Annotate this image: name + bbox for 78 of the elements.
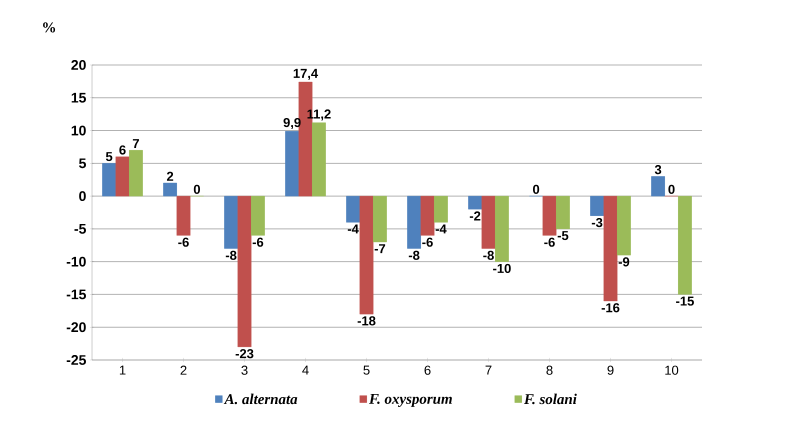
data-label: -16	[602, 303, 620, 312]
bar	[346, 196, 360, 223]
data-label: -4	[348, 224, 359, 234]
bar	[373, 196, 387, 242]
x-tick-label: 7	[486, 366, 492, 375]
data-label: -18	[358, 316, 376, 326]
y-tick-label: -10	[66, 256, 86, 267]
y-tick-label: 15	[72, 92, 86, 103]
x-tick-label: 1	[120, 366, 126, 375]
bar	[360, 196, 374, 314]
data-label: -5	[558, 231, 568, 240]
bar	[407, 196, 421, 249]
bar	[651, 176, 665, 196]
data-label: -4	[436, 224, 447, 234]
data-label: -23	[236, 349, 254, 358]
data-label: -8	[408, 250, 420, 260]
y-tick-label: -15	[66, 290, 86, 300]
bar	[617, 196, 631, 256]
data-label: 5	[106, 152, 112, 162]
data-label: -8	[483, 250, 494, 260]
data-label: -6	[252, 238, 264, 247]
x-tick-label: 6	[424, 366, 431, 375]
bar	[224, 196, 238, 249]
y-tick-label: 10	[72, 126, 86, 136]
data-label: -7	[374, 244, 386, 254]
bar	[590, 196, 604, 216]
y-tick-label: -5	[74, 224, 86, 234]
y-tick-label: 0	[79, 191, 86, 202]
bar	[482, 196, 496, 249]
x-tick-label: 9	[608, 366, 614, 375]
bar	[495, 196, 509, 262]
bar	[102, 163, 116, 196]
bar	[285, 131, 299, 196]
bar	[556, 196, 570, 230]
x-tick-label: 2	[180, 366, 186, 375]
bar	[420, 196, 434, 236]
data-label: -6	[544, 238, 555, 247]
x-tick-label: 8	[546, 366, 553, 375]
x-tick-label: 4	[302, 366, 309, 375]
data-label: 3	[654, 165, 662, 174]
bar	[251, 196, 265, 236]
legend-label: F. solani	[524, 394, 577, 404]
data-label: 2	[166, 172, 174, 181]
data-label: 0	[194, 184, 200, 194]
bar	[163, 182, 177, 196]
bar	[468, 196, 482, 210]
x-tick-label: 10	[665, 366, 678, 375]
bar	[542, 196, 556, 236]
data-label: 7	[132, 139, 139, 148]
data-label: -6	[422, 238, 433, 247]
y-tick-label: -20	[66, 322, 86, 332]
data-label: 0	[668, 184, 675, 194]
y-axis-title: %	[43, 22, 56, 32]
bar	[678, 196, 692, 295]
x-tick-label: 5	[363, 366, 370, 375]
bar	[116, 156, 130, 196]
data-label: -2	[470, 211, 480, 220]
y-tick-label: 5	[79, 158, 86, 168]
legend-label: F. oxysporum	[368, 394, 452, 407]
data-label: -15	[676, 296, 694, 306]
data-label: -3	[592, 218, 602, 228]
y-tick-label: -25	[66, 355, 86, 365]
x-tick-label: 3	[241, 366, 248, 375]
data-label: 6	[119, 145, 126, 155]
bar	[434, 196, 448, 223]
data-label: -6	[178, 238, 189, 247]
bar	[176, 196, 190, 236]
y-tick-label: 20	[71, 60, 86, 70]
data-label: -8	[226, 250, 236, 260]
data-label: 17,4	[294, 68, 318, 80]
data-label: 0	[533, 184, 540, 194]
bar	[238, 196, 252, 348]
data-label: -9	[618, 257, 630, 266]
bar	[604, 196, 618, 302]
bar	[129, 150, 143, 196]
bar	[312, 122, 326, 196]
data-label: -10	[493, 264, 511, 274]
legend-label: A. alternata	[224, 394, 298, 404]
